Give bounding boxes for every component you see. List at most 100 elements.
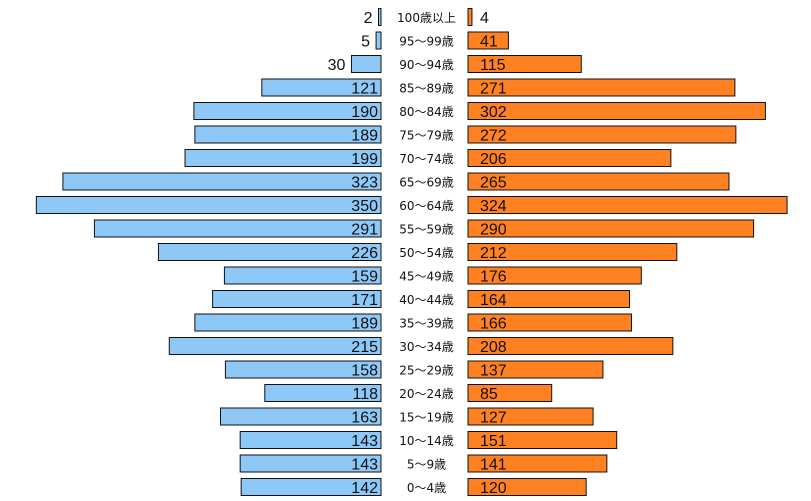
age-group-label: 15～19歳 bbox=[399, 411, 454, 425]
left-value-label: 143 bbox=[351, 433, 378, 450]
right-bar bbox=[467, 266, 642, 285]
left-bar bbox=[184, 149, 382, 167]
right-value-label: 271 bbox=[480, 81, 507, 98]
age-group-label: 75～79歳 bbox=[399, 129, 454, 143]
age-group-label: 35～39歳 bbox=[399, 317, 454, 331]
right-value-label: 290 bbox=[480, 222, 507, 239]
left-bar bbox=[264, 384, 382, 402]
left-bar bbox=[35, 196, 382, 214]
age-group-label: 80～84歳 bbox=[399, 105, 454, 119]
right-bar bbox=[467, 431, 618, 449]
age-group-label: 20～24歳 bbox=[399, 387, 454, 401]
right-value-label: 206 bbox=[480, 151, 507, 168]
right-value-label: 208 bbox=[480, 339, 507, 356]
left-bar bbox=[62, 172, 382, 191]
left-value-label: 118 bbox=[352, 386, 378, 403]
right-value-label: 176 bbox=[480, 269, 507, 286]
left-value-label: 5 bbox=[361, 34, 370, 51]
right-bar bbox=[467, 219, 755, 238]
left-bar bbox=[193, 102, 382, 120]
right-value-label: 41 bbox=[480, 34, 498, 51]
right-value-label: 212 bbox=[480, 245, 507, 262]
left-value-label: 2 bbox=[364, 10, 373, 27]
right-bar bbox=[467, 8, 473, 26]
right-value-label: 120 bbox=[480, 480, 507, 497]
right-bar bbox=[467, 360, 604, 379]
right-bar bbox=[467, 478, 587, 496]
left-value-label: 171 bbox=[351, 292, 378, 309]
right-value-label: 164 bbox=[480, 292, 507, 309]
left-value-label: 199 bbox=[351, 151, 378, 168]
left-bar bbox=[93, 219, 382, 238]
left-value-label: 323 bbox=[351, 175, 378, 192]
right-value-label: 272 bbox=[480, 128, 507, 145]
left-value-label: 143 bbox=[351, 457, 378, 474]
left-bar bbox=[378, 8, 382, 26]
age-group-label: 60～64歳 bbox=[399, 199, 454, 213]
left-bar bbox=[239, 431, 382, 449]
left-value-label: 291 bbox=[351, 222, 378, 239]
right-bar bbox=[467, 125, 737, 144]
left-value-label: 121 bbox=[351, 81, 378, 98]
right-bar bbox=[467, 149, 672, 167]
right-bar bbox=[467, 172, 730, 191]
right-bar bbox=[467, 290, 631, 308]
right-bar bbox=[467, 337, 674, 355]
left-value-label: 142 bbox=[351, 480, 378, 497]
right-value-label: 265 bbox=[480, 175, 507, 192]
left-bar bbox=[194, 313, 382, 332]
right-value-label: 85 bbox=[480, 386, 498, 403]
left-value-label: 163 bbox=[351, 410, 378, 427]
age-group-label: 95～99歳 bbox=[399, 35, 454, 49]
left-value-label: 215 bbox=[351, 339, 378, 356]
left-bar bbox=[157, 243, 382, 261]
age-group-label: 0～4歳 bbox=[407, 481, 446, 495]
left-bar bbox=[239, 454, 382, 473]
right-bar bbox=[467, 78, 736, 97]
right-value-label: 137 bbox=[480, 363, 507, 380]
right-bar bbox=[467, 55, 582, 73]
age-group-label: 5～9歳 bbox=[407, 458, 446, 472]
left-value-label: 190 bbox=[351, 104, 378, 121]
left-value-label: 350 bbox=[351, 198, 378, 215]
age-group-label: 30～34歳 bbox=[399, 340, 454, 354]
left-bar bbox=[240, 478, 382, 496]
right-value-label: 127 bbox=[480, 410, 507, 427]
age-group-label: 65～69歳 bbox=[399, 176, 454, 190]
left-value-label: 189 bbox=[351, 316, 378, 333]
age-group-label: 55～59歳 bbox=[399, 223, 454, 237]
right-value-label: 141 bbox=[480, 457, 507, 474]
right-value-label: 166 bbox=[480, 316, 507, 333]
right-bar bbox=[467, 102, 766, 120]
left-value-label: 226 bbox=[351, 245, 378, 262]
left-bar bbox=[168, 337, 382, 355]
right-value-label: 151 bbox=[480, 433, 507, 450]
age-group-label: 45～49歳 bbox=[399, 270, 454, 284]
right-bar bbox=[467, 196, 788, 214]
left-bar bbox=[194, 125, 382, 144]
right-bar bbox=[467, 31, 509, 50]
right-value-label: 4 bbox=[480, 10, 489, 27]
left-bar bbox=[224, 360, 382, 379]
age-group-label: 70～74歳 bbox=[399, 152, 454, 166]
left-bar bbox=[375, 31, 382, 50]
left-bar bbox=[223, 266, 382, 285]
age-group-label: 90～94歳 bbox=[399, 58, 454, 72]
right-bar bbox=[467, 407, 594, 426]
age-group-label: 50～54歳 bbox=[399, 246, 454, 260]
right-value-label: 115 bbox=[480, 57, 506, 74]
right-bar bbox=[467, 384, 553, 402]
left-bar bbox=[350, 55, 382, 73]
right-bar bbox=[467, 243, 678, 261]
left-value-label: 189 bbox=[351, 128, 378, 145]
age-group-label: 40～44歳 bbox=[399, 293, 454, 307]
left-bar bbox=[219, 407, 382, 426]
left-bar bbox=[212, 290, 382, 308]
left-value-label: 30 bbox=[328, 57, 346, 74]
age-group-label: 100歳以上 bbox=[397, 11, 456, 25]
right-value-label: 324 bbox=[480, 198, 507, 215]
right-bar bbox=[467, 313, 632, 332]
left-value-label: 158 bbox=[351, 363, 378, 380]
age-group-label: 25～29歳 bbox=[399, 364, 454, 378]
